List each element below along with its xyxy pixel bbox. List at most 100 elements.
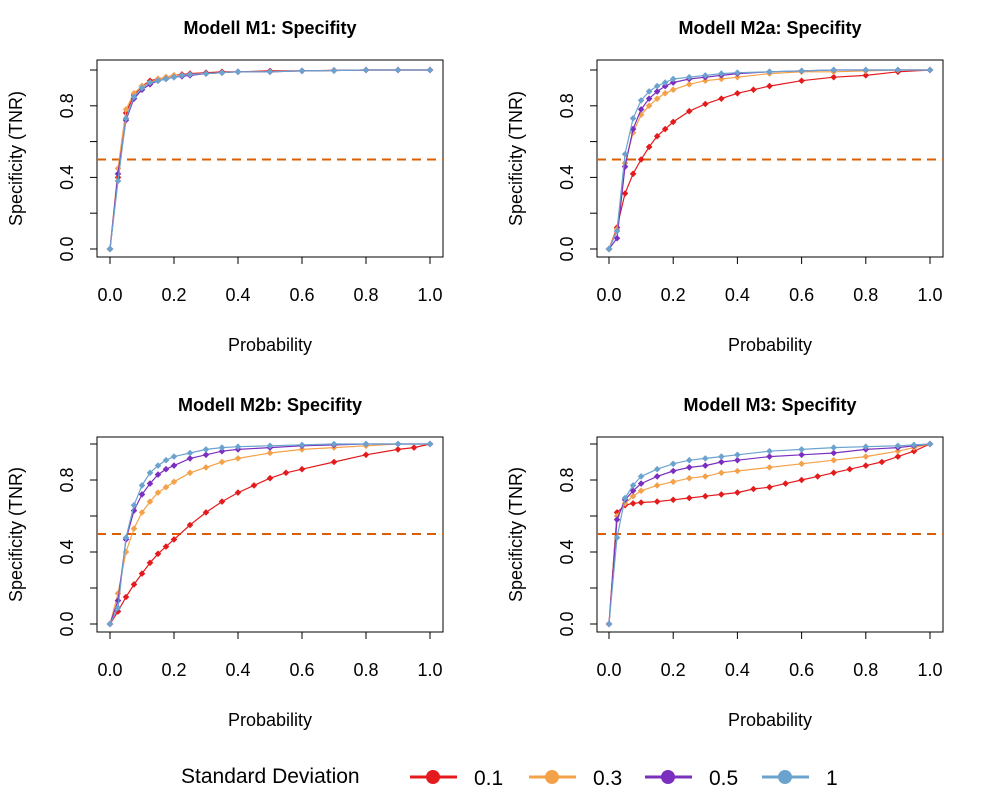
data-point — [661, 79, 669, 86]
data-point — [178, 72, 186, 79]
x-tick-label: 0.0 — [97, 660, 122, 680]
data-point — [910, 441, 918, 449]
data-point — [750, 485, 757, 493]
data-point — [629, 500, 637, 507]
data-point — [266, 449, 274, 457]
data-point — [266, 442, 274, 450]
data-point — [669, 467, 677, 475]
data-point — [702, 77, 709, 85]
chart-title: Modell M2a: Specifity — [678, 18, 861, 38]
data-point — [653, 498, 661, 505]
data-point — [653, 482, 661, 489]
data-point — [234, 455, 242, 462]
data-point — [298, 67, 306, 75]
data-point — [629, 487, 637, 495]
y-tick-label: 0.8 — [57, 467, 77, 492]
data-point — [830, 456, 837, 464]
data-point — [830, 73, 837, 81]
data-point — [362, 440, 370, 448]
data-point — [734, 456, 741, 464]
data-point — [910, 447, 918, 455]
data-point — [146, 480, 154, 487]
data-point — [830, 449, 837, 457]
x-tick-label: 1.0 — [917, 660, 942, 680]
x-tick-label: 0.4 — [725, 285, 750, 305]
data-point — [394, 66, 402, 74]
data-point — [426, 440, 434, 448]
x-tick-label: 0.8 — [853, 660, 878, 680]
data-point — [702, 72, 709, 79]
data-point — [138, 491, 146, 498]
data-point — [718, 491, 725, 498]
data-point — [330, 67, 338, 74]
data-point — [234, 489, 242, 496]
data-point — [702, 492, 709, 500]
x-tick-label: 0.2 — [661, 660, 686, 680]
data-point — [362, 66, 370, 74]
data-point — [146, 469, 154, 477]
data-point — [685, 494, 693, 502]
data-point — [130, 581, 138, 588]
y-axis-title: Specificity (TNR) — [506, 91, 526, 226]
x-tick-label: 1.0 — [417, 285, 442, 305]
legend-swatch-dot — [778, 770, 792, 784]
data-point — [661, 82, 669, 90]
legend-item: 1 — [762, 767, 838, 790]
data-point — [266, 68, 274, 76]
data-point — [766, 82, 773, 90]
data-point — [734, 73, 741, 81]
data-point — [830, 66, 837, 74]
data-point — [734, 489, 741, 496]
data-point — [138, 84, 146, 92]
chart-panel-2: Modell M2a: Specifity 0.0 0.2 0.4 0.6 0.8 1.0 P… — [506, 18, 944, 355]
x-tick-label: 0.2 — [161, 660, 186, 680]
x-tick-label: 0.8 — [353, 660, 378, 680]
data-point — [798, 67, 805, 75]
data-point — [894, 447, 902, 455]
data-point — [669, 86, 677, 93]
chart-title: Modell M1: Specifity — [183, 18, 356, 38]
data-point — [394, 446, 402, 453]
y-tick-label: 0.4 — [557, 165, 577, 190]
data-point — [130, 525, 138, 532]
x-axis-title: Probability — [728, 710, 812, 730]
data-point — [162, 483, 170, 491]
data-point — [202, 446, 210, 453]
data-point — [605, 245, 613, 253]
legend: Standard Deviation 0.1 0.3 0.5 1 — [181, 765, 838, 790]
data-point — [114, 177, 122, 185]
data-point — [782, 480, 789, 487]
data-point — [798, 451, 805, 459]
data-point — [645, 143, 653, 151]
y-axis-title: Specificity (TNR) — [506, 467, 526, 602]
x-tick-label: 0.0 — [596, 660, 621, 680]
series-1 — [106, 66, 434, 253]
legend-swatch-dot — [545, 770, 559, 784]
data-point — [798, 476, 805, 484]
data-point — [114, 608, 122, 615]
y-tick-label: 0.0 — [57, 611, 77, 636]
data-point — [702, 100, 709, 108]
data-point — [122, 593, 130, 601]
data-point — [637, 499, 645, 506]
data-point — [645, 88, 653, 95]
data-point — [621, 163, 629, 170]
data-point — [170, 73, 178, 81]
data-point — [298, 446, 306, 453]
data-point — [645, 102, 653, 110]
data-point — [685, 456, 693, 464]
data-point — [330, 458, 338, 466]
x-tick-label: 0.8 — [853, 285, 878, 305]
data-point — [685, 464, 693, 471]
legend-item: 0.5 — [645, 767, 738, 790]
data-point — [629, 115, 637, 122]
y-axis-title: Specificity (TNR) — [6, 91, 26, 226]
data-point — [146, 559, 154, 567]
data-point — [122, 534, 130, 541]
data-point — [830, 444, 837, 451]
data-point — [669, 75, 677, 83]
x-tick-label: 0.6 — [289, 660, 314, 680]
data-point — [653, 473, 661, 480]
x-tick-label: 0.4 — [225, 660, 250, 680]
y-tick-label: 0.4 — [557, 539, 577, 564]
